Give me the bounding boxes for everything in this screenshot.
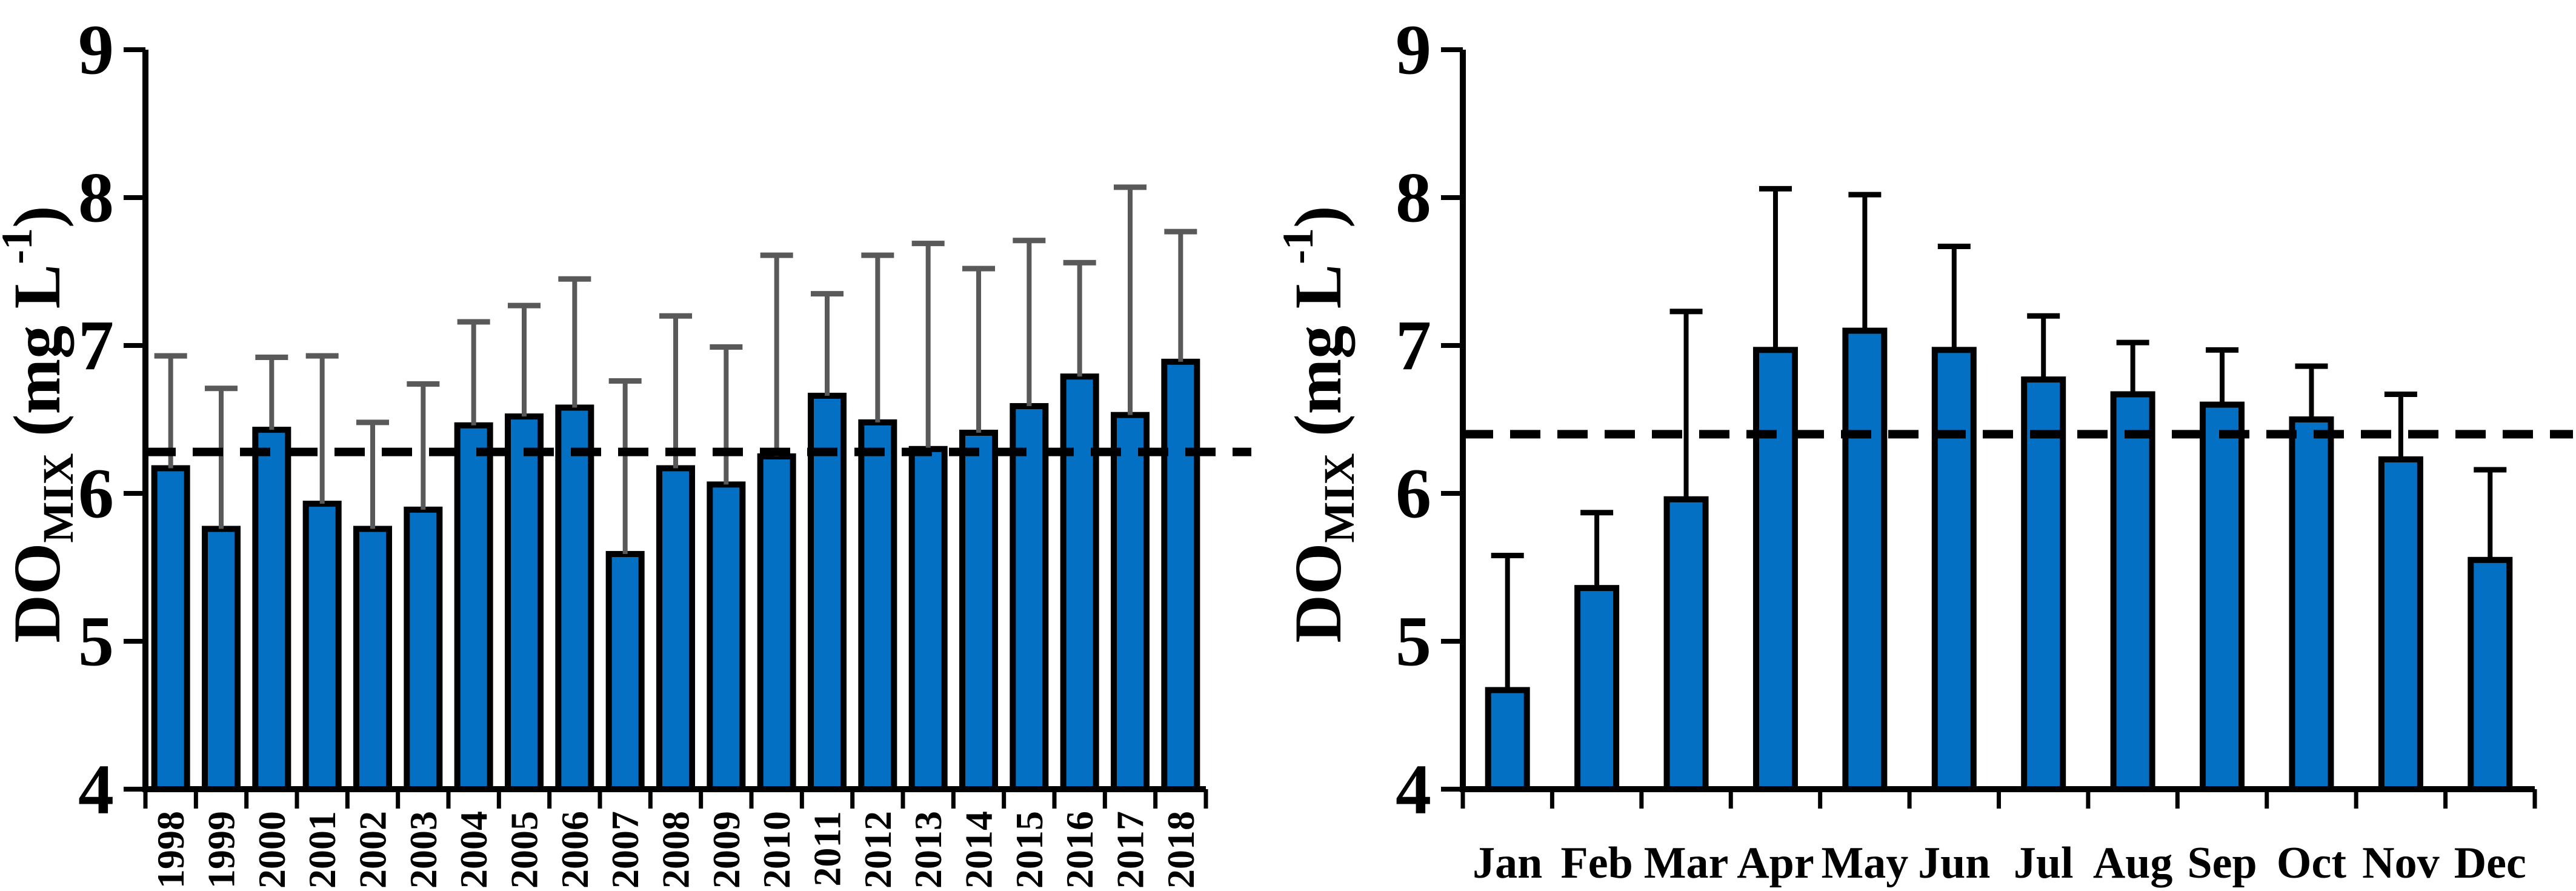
bar xyxy=(959,429,998,792)
category-label: 2015 xyxy=(1008,811,1051,889)
bar xyxy=(2021,376,2066,792)
y-tick-label: 8 xyxy=(1396,158,1431,238)
category-label: 2007 xyxy=(604,811,647,889)
y-tick-label: 6 xyxy=(78,454,114,533)
category-label: 2000 xyxy=(250,811,293,889)
category-label: Apr xyxy=(1737,838,1814,888)
monthly-chart: 4 5 6 7 8 9 Jan Feb Mar Apr May Jun Jul Aug Sep Oct Nov D… xyxy=(1274,10,2573,888)
bar xyxy=(353,526,392,792)
bar xyxy=(757,453,796,792)
category-label: Sep xyxy=(2187,838,2257,888)
category-label: 2002 xyxy=(351,811,394,889)
category-label: 2001 xyxy=(301,811,344,889)
bar xyxy=(1931,347,1977,792)
bar xyxy=(252,427,291,792)
y-tick-label: 9 xyxy=(78,10,114,90)
bar xyxy=(858,419,897,792)
bar xyxy=(1010,403,1049,792)
bar xyxy=(908,446,948,792)
category-label: 1998 xyxy=(149,811,192,889)
y-tick-label: 6 xyxy=(1396,454,1431,533)
bar xyxy=(2110,391,2155,792)
bar xyxy=(454,422,493,792)
bar xyxy=(1161,358,1200,792)
bar xyxy=(2200,401,2245,792)
bar xyxy=(656,465,695,792)
category-label: 2016 xyxy=(1058,811,1101,889)
category-label: 1999 xyxy=(200,811,243,889)
category-label: Feb xyxy=(1561,838,1633,888)
bar xyxy=(505,413,544,792)
bar xyxy=(302,501,342,793)
category-label: Jul xyxy=(2014,838,2074,888)
category-label: Nov xyxy=(2362,838,2439,888)
category-label: Jun xyxy=(1918,838,1990,888)
bar xyxy=(202,526,241,792)
category-label: 2009 xyxy=(705,811,748,889)
category-label: Mar xyxy=(1644,838,1729,888)
y-tick-label: 4 xyxy=(1396,750,1431,829)
y-tick-label: 5 xyxy=(1396,602,1431,681)
category-label: 2014 xyxy=(957,811,1000,889)
category-label: 2008 xyxy=(654,811,697,889)
category-label: 2017 xyxy=(1109,811,1152,889)
category-label: 2004 xyxy=(452,811,495,889)
bar xyxy=(1663,496,1709,792)
y-tick-label: 7 xyxy=(78,306,114,385)
category-label: Aug xyxy=(2093,838,2173,888)
bar xyxy=(1842,327,1888,792)
category-label: Oct xyxy=(2277,838,2346,888)
bar xyxy=(2378,456,2423,792)
y-tick-label: 9 xyxy=(1396,10,1431,90)
category-label: 2013 xyxy=(907,811,950,889)
category-label: Jan xyxy=(1473,838,1542,888)
category-label: 2010 xyxy=(755,811,798,889)
category-label: 2018 xyxy=(1159,811,1202,889)
bar xyxy=(2468,556,2513,792)
category-label: Dec xyxy=(2454,838,2526,888)
bar xyxy=(1574,585,1620,792)
category-label: 2011 xyxy=(806,811,849,886)
bar xyxy=(151,465,190,792)
bar xyxy=(1485,687,1530,793)
category-label: 2003 xyxy=(402,811,445,889)
y-tick-label: 4 xyxy=(78,750,114,829)
y-axis-title: DOMIX (mg L-1) xyxy=(1274,205,1363,642)
bar xyxy=(555,404,594,792)
category-label: 2005 xyxy=(503,811,546,889)
bar xyxy=(605,551,645,792)
bar xyxy=(1111,412,1150,792)
y-tick-label: 8 xyxy=(78,158,114,238)
bar xyxy=(404,506,443,793)
bar xyxy=(1752,347,1798,792)
bar xyxy=(707,481,746,792)
bar xyxy=(1060,373,1099,792)
category-label: May xyxy=(1821,838,1908,888)
category-label: 2012 xyxy=(856,811,899,889)
bar xyxy=(2289,416,2334,792)
y-tick-label: 5 xyxy=(78,602,114,681)
y-axis-title: DOMIX (mg L-1) xyxy=(0,205,82,642)
category-label: 2006 xyxy=(553,811,596,889)
y-tick-label: 7 xyxy=(1396,306,1431,385)
